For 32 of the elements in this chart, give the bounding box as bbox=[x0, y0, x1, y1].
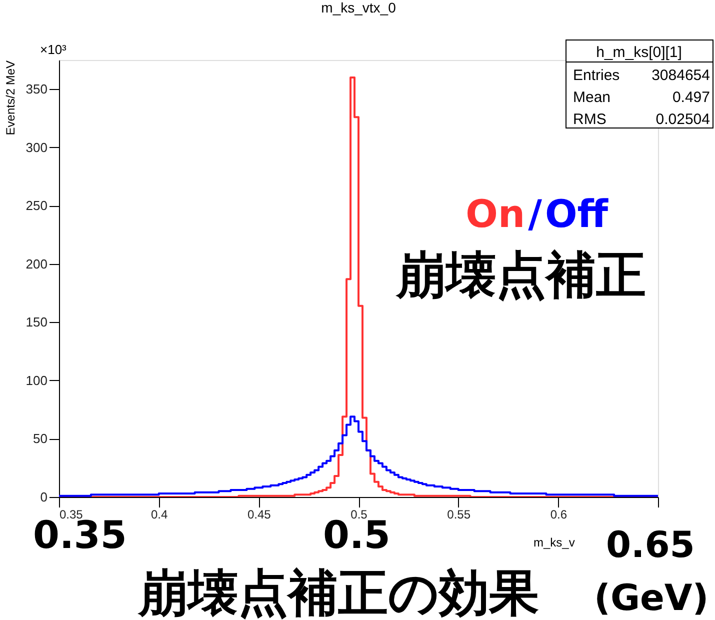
y-axis-title: Events/2 MeV bbox=[4, 60, 18, 136]
text: On bbox=[466, 192, 525, 236]
text: 0.65 bbox=[606, 525, 695, 566]
text: (GeV) bbox=[594, 578, 709, 619]
text: Off bbox=[545, 192, 610, 236]
annotation: RMS bbox=[573, 111, 606, 128]
y-tick-label: 100 bbox=[26, 372, 48, 388]
y-tick-label: 250 bbox=[26, 198, 48, 214]
x-tick-label: 0.45 bbox=[247, 508, 272, 522]
annotation: 3084654 bbox=[652, 67, 710, 84]
y-tick-label: 350 bbox=[26, 82, 48, 97]
text: ×10³ bbox=[40, 42, 68, 57]
y-tick-label: 150 bbox=[26, 314, 48, 330]
x-axis-title: m_ks_v bbox=[534, 536, 575, 550]
y-tick-label: 0 bbox=[40, 490, 48, 504]
x-tick-label: 0.5 bbox=[350, 508, 368, 522]
x-tick-label: 0.6 bbox=[550, 508, 568, 522]
annotation: Mean bbox=[573, 89, 611, 106]
y-tick-label: 50 bbox=[33, 431, 48, 446]
annotation: Entries bbox=[573, 67, 620, 84]
annotation: 0.02504 bbox=[656, 111, 710, 128]
x-tick-label: 0.4 bbox=[150, 508, 168, 522]
y-tick-label: 300 bbox=[26, 140, 48, 155]
annotation: / bbox=[528, 192, 542, 236]
annotation: 崩壊点補正 bbox=[395, 246, 646, 304]
chart-title: m_ks_vtx_0 bbox=[321, 0, 396, 16]
text: 0.497 bbox=[672, 89, 710, 106]
text: 崩壊点補正の効果 bbox=[137, 564, 539, 620]
annotation: h_m_ks[0][1] bbox=[596, 44, 682, 61]
x-tick-label: 0.55 bbox=[447, 508, 471, 522]
x-tick-label: 0.35 bbox=[60, 508, 84, 522]
y-tick-label: 200 bbox=[26, 256, 48, 272]
